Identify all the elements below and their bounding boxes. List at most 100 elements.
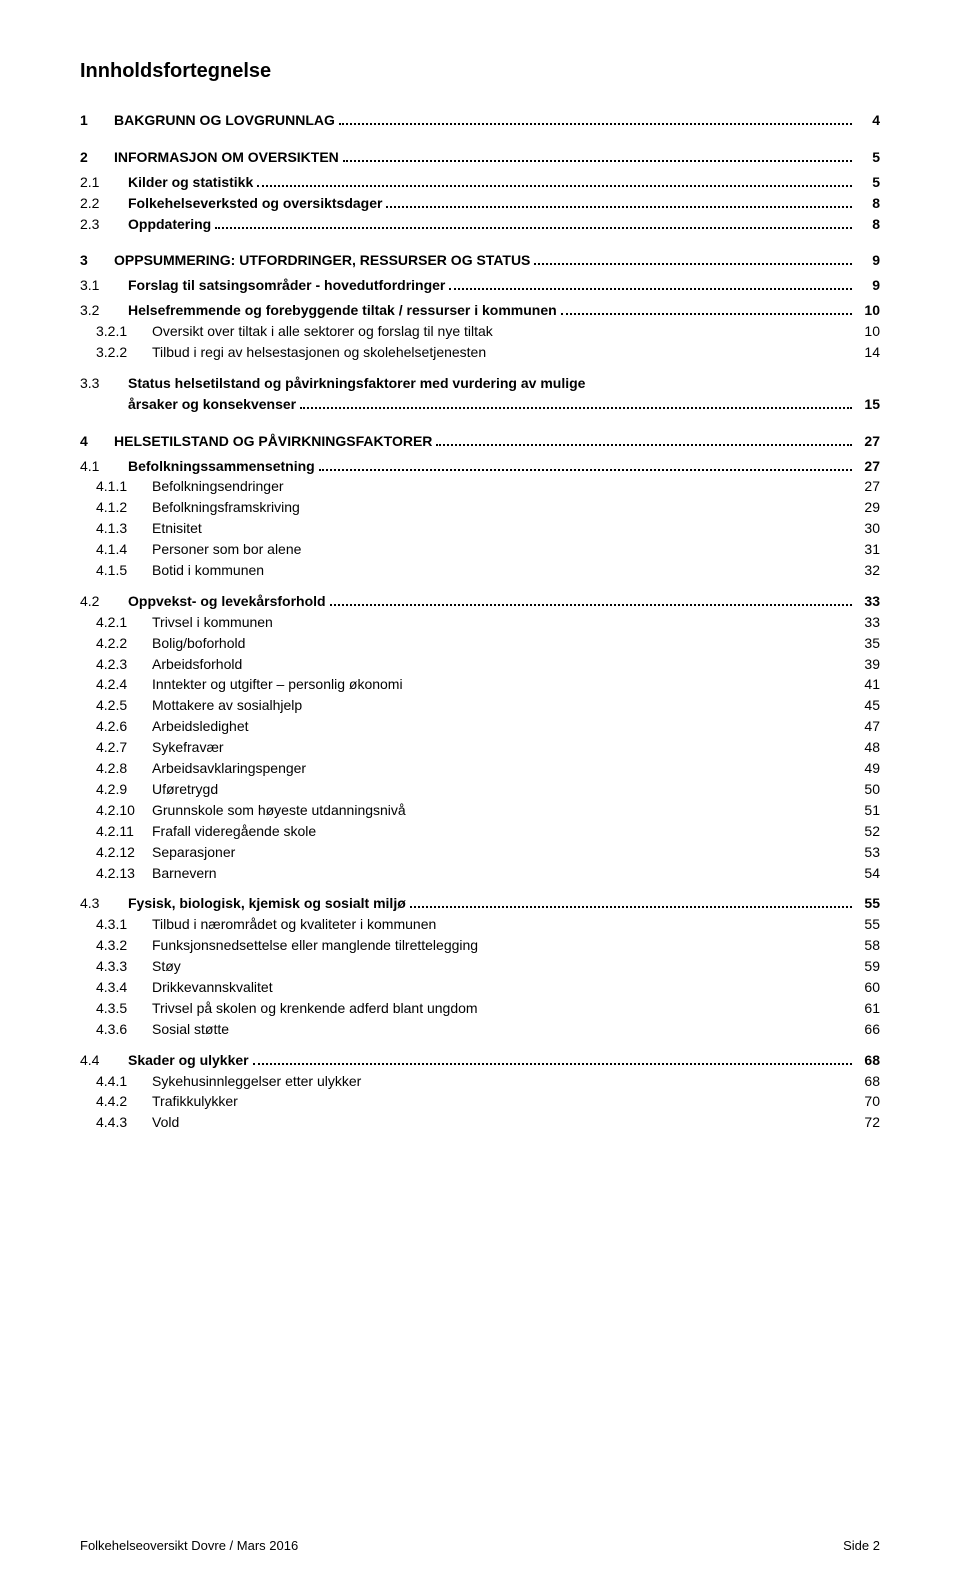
toc-label: Befolkningsendringer xyxy=(152,477,284,496)
toc-page: 58 xyxy=(856,936,880,955)
toc-number: 4.2.1 xyxy=(96,613,152,632)
toc-label: Bolig/boforhold xyxy=(152,634,245,653)
toc-entry: 4HELSETILSTAND OG PÅVIRKNINGSFAKTORER27 xyxy=(80,432,880,451)
toc-leader xyxy=(410,906,852,908)
toc-number: 4.4.2 xyxy=(96,1092,152,1111)
toc-number: 4.1.4 xyxy=(96,540,152,559)
page-title: Innholdsfortegnelse xyxy=(80,60,880,83)
toc-leader xyxy=(534,263,852,265)
toc-entry: 4.4.1Sykehusinnleggelser etter ulykker68 xyxy=(80,1072,880,1091)
toc-leader xyxy=(436,444,852,446)
toc-page: 51 xyxy=(856,801,880,820)
toc-label: Trivsel på skolen og krenkende adferd bl… xyxy=(152,999,478,1018)
toc-page: 10 xyxy=(856,301,880,320)
toc-number: 4.2.10 xyxy=(96,801,152,820)
toc-number: 4.1.1 xyxy=(96,477,152,496)
toc-page: 10 xyxy=(856,322,880,341)
toc-entry: 4.1.5Botid i kommunen32 xyxy=(80,561,880,580)
toc-leader xyxy=(319,469,852,471)
toc-label: Folkehelseverksted og oversiktsdager xyxy=(128,194,382,213)
toc-number: 4.3.1 xyxy=(96,915,152,934)
toc-entry: 3OPPSUMMERING: UTFORDRINGER, RESSURSER O… xyxy=(80,251,880,270)
toc-page: 8 xyxy=(856,194,880,213)
toc-entry: 2.1Kilder og statistikk5 xyxy=(80,173,880,192)
toc-label: Trivsel i kommunen xyxy=(152,613,273,632)
toc-number: 4.4.3 xyxy=(96,1113,152,1132)
toc-entry: 4.1.1Befolkningsendringer27 xyxy=(80,477,880,496)
toc-entry: 4.1Befolkningssammensetning27 xyxy=(80,457,880,476)
toc-page: 53 xyxy=(856,843,880,862)
toc-number: 3.2.1 xyxy=(96,322,152,341)
toc-page: 66 xyxy=(856,1020,880,1039)
toc-number: 4.1.2 xyxy=(96,498,152,517)
toc-page: 72 xyxy=(856,1113,880,1132)
toc-page: 49 xyxy=(856,759,880,778)
toc-label: Barnevern xyxy=(152,864,217,883)
toc-entry: 4.2.6Arbeidsledighet47 xyxy=(80,717,880,736)
toc-number: 4.3.3 xyxy=(96,957,152,976)
toc-label: Helsefremmende og forebyggende tiltak / … xyxy=(128,301,557,320)
toc-page: 35 xyxy=(856,634,880,653)
toc-number: 2.2 xyxy=(80,194,128,213)
toc-label: Støy xyxy=(152,957,181,976)
page-footer: Folkehelseoversikt Dovre / Mars 2016 Sid… xyxy=(80,1538,880,1553)
toc-label: Arbeidsledighet xyxy=(152,717,249,736)
toc-number: 4.2.8 xyxy=(96,759,152,778)
toc-label: Botid i kommunen xyxy=(152,561,264,580)
toc-label: Skader og ulykker xyxy=(128,1051,249,1070)
toc-page: 55 xyxy=(856,894,880,913)
toc-entry: 4.1.2Befolkningsframskriving29 xyxy=(80,498,880,517)
toc-number: 4.3.2 xyxy=(96,936,152,955)
toc-label: Kilder og statistikk xyxy=(128,173,253,192)
toc-entry: 4.3.4Drikkevannskvalitet60 xyxy=(80,978,880,997)
toc-number: 2.3 xyxy=(80,215,128,234)
toc-leader xyxy=(449,288,852,290)
toc-page: 30 xyxy=(856,519,880,538)
toc-number: 4.3.6 xyxy=(96,1020,152,1039)
toc-entry: 4.2.11Frafall videregående skole52 xyxy=(80,822,880,841)
toc-page: 50 xyxy=(856,780,880,799)
toc-label: Arbeidsavklaringspenger xyxy=(152,759,306,778)
toc-label: Frafall videregående skole xyxy=(152,822,316,841)
toc-page: 9 xyxy=(856,251,880,270)
toc-entry: 3.2.2Tilbud i regi av helsestasjonen og … xyxy=(80,343,880,362)
toc-page: 27 xyxy=(856,457,880,476)
toc-label: Befolkningssammensetning xyxy=(128,457,315,476)
toc-number: 3.2.2 xyxy=(96,343,152,362)
toc-number: 3.2 xyxy=(80,301,128,320)
toc-entry: 4.2.1Trivsel i kommunen 33 xyxy=(80,613,880,632)
toc-page: 4 xyxy=(856,111,880,130)
footer-right: Side 2 xyxy=(843,1538,880,1553)
toc-label: Sykefravær xyxy=(152,738,224,757)
toc-number: 4.1.3 xyxy=(96,519,152,538)
toc-entry: 4.2.12Separasjoner53 xyxy=(80,843,880,862)
toc-label: OPPSUMMERING: UTFORDRINGER, RESSURSER OG… xyxy=(114,251,530,270)
toc-label: Status helsetilstand og påvirkningsfakto… xyxy=(128,374,585,393)
toc-number: 4.2.9 xyxy=(96,780,152,799)
toc-number: 4.2.11 xyxy=(96,822,152,841)
toc-leader xyxy=(343,160,852,162)
toc-number: 4.3.4 xyxy=(96,978,152,997)
toc-page: 48 xyxy=(856,738,880,757)
toc-page: 14 xyxy=(856,343,880,362)
toc-page: 5 xyxy=(856,173,880,192)
toc-label: Personer som bor alene xyxy=(152,540,301,559)
toc-label: Grunnskole som høyeste utdanningsnivå xyxy=(152,801,406,820)
toc-leader xyxy=(339,123,852,125)
toc-entry: 1BAKGRUNN OG LOVGRUNNLAG4 xyxy=(80,111,880,130)
document-page: Innholdsfortegnelse 1BAKGRUNN OG LOVGRUN… xyxy=(0,0,960,1587)
toc-number: 4.2.2 xyxy=(96,634,152,653)
toc-entry: 2.2Folkehelseverksted og oversiktsdager 8 xyxy=(80,194,880,213)
toc-page: 15 xyxy=(856,395,880,414)
toc-leader xyxy=(215,227,852,229)
toc-label: Oppdatering xyxy=(128,215,211,234)
toc-page: 70 xyxy=(856,1092,880,1111)
toc-number: 4.3.5 xyxy=(96,999,152,1018)
toc-leader xyxy=(330,604,852,606)
toc-label: Forslag til satsingsområder - hovedutfor… xyxy=(128,276,445,295)
toc-entry: 4.3.6Sosial støtte66 xyxy=(80,1020,880,1039)
toc-page: 33 xyxy=(856,613,880,632)
toc-page: 33 xyxy=(856,592,880,611)
toc-number: 4.2 xyxy=(80,592,128,611)
footer-left: Folkehelseoversikt Dovre / Mars 2016 xyxy=(80,1538,298,1553)
